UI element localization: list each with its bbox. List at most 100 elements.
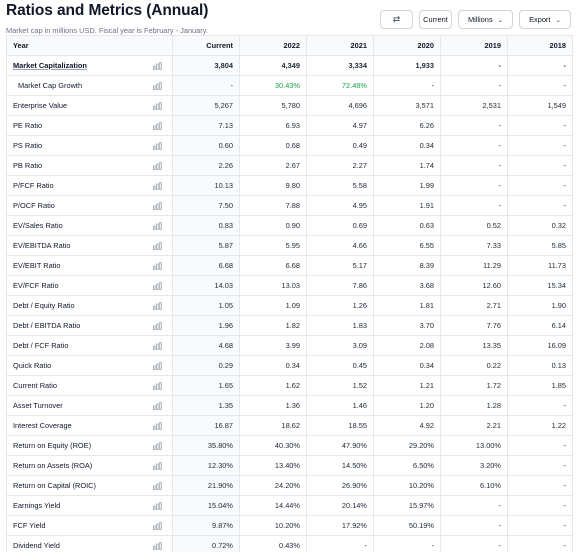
table-cell: 0.43% — [239, 535, 307, 552]
units-dropdown[interactable]: Millions ⌄ — [458, 10, 513, 29]
table-cell: 1.22 — [507, 415, 573, 436]
table-cell: 6.55 — [373, 235, 441, 256]
table-cell: 7.50 — [172, 195, 240, 216]
table-cell: 6.68 — [172, 255, 240, 276]
bar-chart-icon[interactable] — [142, 375, 173, 396]
bar-chart-icon[interactable] — [142, 335, 173, 356]
row-label: Debt / Equity Ratio — [6, 295, 143, 316]
table-cell: 4.92 — [373, 415, 441, 436]
bar-chart-icon[interactable] — [142, 235, 173, 256]
table-cell: 4.95 — [306, 195, 374, 216]
table-cell: 7.88 — [239, 195, 307, 216]
table-body: Market Capitalization 3,804 4,349 3,334 1,93… — [6, 55, 573, 552]
table-cell: 30.43% — [239, 75, 307, 96]
table-row: EV/EBITDA Ratio 5.87 5.95 4.66 6.55 7.33 5.85 — [6, 235, 573, 256]
row-label: Dividend Yield — [6, 535, 143, 552]
table-cell: - — [507, 135, 573, 156]
table-cell: 1.62 — [239, 375, 307, 396]
table-cell: 1.09 — [239, 295, 307, 316]
row-label: EV/EBIT Ratio — [6, 255, 143, 276]
table-cell: 1.52 — [306, 375, 374, 396]
table-cell: 0.69 — [306, 215, 374, 236]
table-header-row: Year Current 2022 2021 2020 2019 2018 — [6, 35, 573, 56]
table-cell: 1.74 — [373, 155, 441, 176]
bar-chart-icon[interactable] — [142, 415, 173, 436]
table-cell: 0.90 — [239, 215, 307, 236]
table-cell: 15.04% — [172, 495, 240, 516]
table-cell: 1.99 — [373, 175, 441, 196]
table-cell: 12.60 — [440, 275, 508, 296]
table-cell: - — [440, 155, 508, 176]
row-label: Debt / FCF Ratio — [6, 335, 143, 356]
table-cell: 1.21 — [373, 375, 441, 396]
table-cell: 15.97% — [373, 495, 441, 516]
table-cell: - — [507, 495, 573, 516]
row-label: Return on Capital (ROIC) — [6, 475, 143, 496]
bar-chart-icon[interactable] — [142, 115, 173, 136]
row-label: PE Ratio — [6, 115, 143, 136]
table-row: P/OCF Ratio 7.50 7.88 4.95 1.91- - — [6, 195, 573, 216]
table-cell: 1.05 — [172, 295, 240, 316]
table-cell: 5.85 — [507, 235, 573, 256]
bar-chart-icon[interactable] — [142, 535, 173, 552]
bar-chart-icon[interactable] — [142, 175, 173, 196]
row-label: Asset Turnover — [6, 395, 143, 416]
export-dropdown[interactable]: Export ⌄ — [519, 10, 571, 29]
table-cell: 7.13 — [172, 115, 240, 136]
table-cell: 10.20% — [373, 475, 441, 496]
table-cell: 4.66 — [306, 235, 374, 256]
table-cell: 20.14% — [306, 495, 374, 516]
row-label: P/OCF Ratio — [6, 195, 143, 216]
bar-chart-icon[interactable] — [142, 495, 173, 516]
table-cell: 6.93 — [239, 115, 307, 136]
bar-chart-icon[interactable] — [142, 155, 173, 176]
bar-chart-icon[interactable] — [142, 275, 173, 296]
bar-chart-icon[interactable] — [142, 75, 173, 96]
bar-chart-icon[interactable] — [142, 295, 173, 316]
table-cell: 5.87 — [172, 235, 240, 256]
bar-chart-icon[interactable] — [142, 195, 173, 216]
table-cell: 5.17 — [306, 255, 374, 276]
table-row: Return on Assets (ROA) 12.30% 13.40% 14.50%… — [6, 455, 573, 476]
bar-chart-icon[interactable] — [142, 475, 173, 496]
table-row: PE Ratio 7.13 6.93 4.97 6.26- - — [6, 115, 573, 136]
bar-chart-icon[interactable] — [142, 355, 173, 376]
bar-chart-icon[interactable] — [142, 255, 173, 276]
table-cell: 17.92% — [306, 515, 374, 536]
table-cell: 1.91 — [373, 195, 441, 216]
bar-chart-icon[interactable] — [142, 95, 173, 116]
table-cell: 2.71 — [440, 295, 508, 316]
table-cell: - — [373, 535, 441, 552]
bar-chart-icon[interactable] — [142, 135, 173, 156]
table-cell: - — [440, 55, 508, 76]
bar-chart-icon[interactable] — [142, 315, 173, 336]
current-toggle-button[interactable]: Current — [419, 10, 452, 29]
table-cell: 1.96 — [172, 315, 240, 336]
bar-chart-icon[interactable] — [142, 515, 173, 536]
table-row: Earnings Yield 15.04% 14.44% 20.14% 15.97% - - — [6, 495, 573, 516]
bar-chart-icon[interactable] — [142, 455, 173, 476]
table-cell: 0.13 — [507, 355, 573, 376]
table-cell: 3.68 — [373, 275, 441, 296]
row-label: Enterprise Value — [6, 95, 143, 116]
table-row: PS Ratio 0.60 0.68 0.49 0.34- - — [6, 135, 573, 156]
table-cell: 1.36 — [239, 395, 307, 416]
row-label: Quick Ratio — [6, 355, 143, 376]
table-cell: 1.28 — [440, 395, 508, 416]
chevron-down-icon: ⌄ — [497, 16, 504, 24]
column-header-2019: 2019 — [440, 35, 508, 56]
table-cell: 26.90% — [306, 475, 374, 496]
table-cell: - — [373, 75, 441, 96]
swap-columns-button[interactable]: ⇄ — [380, 10, 413, 29]
table-cell: - — [507, 475, 573, 496]
ratios-table: Year Current 2022 2021 2020 2019 2018 Ma… — [6, 35, 573, 552]
bar-chart-icon[interactable] — [142, 435, 173, 456]
bar-chart-icon[interactable] — [142, 395, 173, 416]
bar-chart-icon[interactable] — [142, 55, 173, 76]
table-cell: 40.30% — [239, 435, 307, 456]
table-cell: 0.34 — [239, 355, 307, 376]
table-row: EV/Sales Ratio 0.83 0.90 0.69 0.63 0.52 0.32 — [6, 215, 573, 236]
table-row: Return on Equity (ROE) 35.80% 40.30% 47.90%… — [6, 435, 573, 456]
bar-chart-icon[interactable] — [142, 215, 173, 236]
row-label[interactable]: Market Capitalization — [6, 55, 143, 76]
